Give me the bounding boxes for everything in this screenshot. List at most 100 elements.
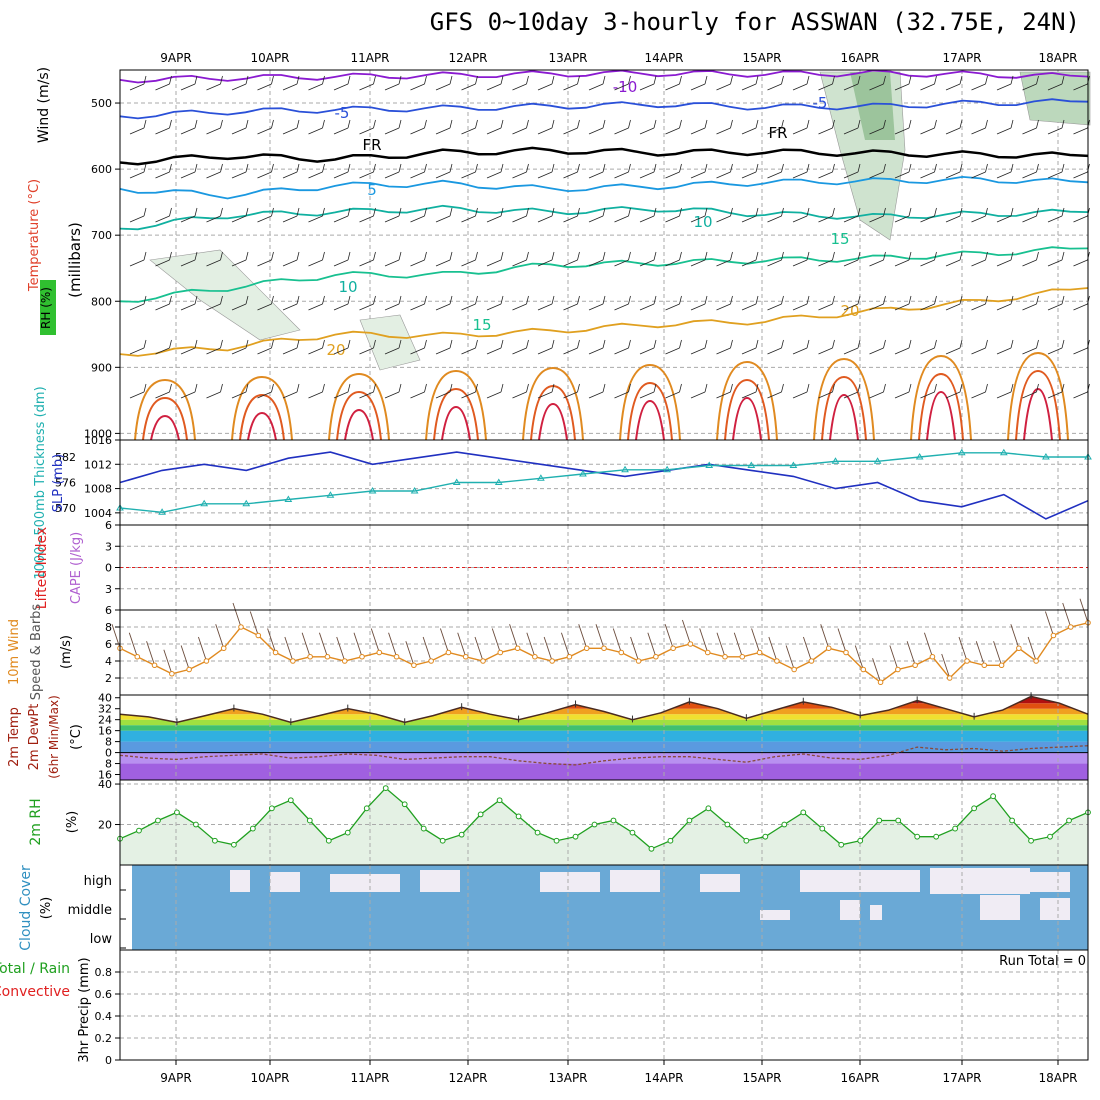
wind-barb	[716, 171, 731, 179]
wind-barb	[461, 83, 476, 91]
wind-barb	[435, 259, 451, 267]
wind-barb	[869, 303, 884, 311]
wind-barb	[347, 295, 351, 305]
wind-barb	[551, 383, 555, 393]
warm-contour	[1023, 387, 1053, 441]
wind-barb	[934, 75, 937, 85]
wind10m-barb	[889, 645, 899, 670]
wind-barb	[665, 215, 680, 223]
contour-label: -5	[335, 104, 350, 122]
wind-barb	[194, 339, 198, 349]
wind-barb	[475, 163, 478, 173]
wind-barb	[639, 259, 655, 267]
wind-barb	[959, 295, 963, 305]
wind-barb	[384, 347, 400, 355]
bottom-x-tick-label: 16APR	[840, 1071, 879, 1085]
wind-barb	[563, 303, 578, 311]
wind-barb	[143, 251, 147, 261]
wind-barb	[449, 251, 453, 261]
wind-barb	[410, 391, 425, 399]
wind-barb	[792, 259, 808, 267]
wind-barb	[296, 295, 300, 305]
wind-barb	[996, 303, 1012, 311]
top-x-tick-label: 15APR	[742, 51, 781, 65]
wind10m-marker	[220, 645, 227, 652]
contour-label: 20	[840, 302, 859, 320]
wind-barb	[869, 171, 884, 179]
wind-barb	[486, 303, 502, 311]
wind-barb	[602, 163, 606, 173]
top-x-tick-label: 11APR	[350, 51, 389, 65]
wind-barb	[245, 383, 249, 393]
wind10m-barb	[941, 653, 951, 679]
rh2m-marker	[667, 837, 674, 844]
warm-contour	[142, 396, 188, 441]
wind-barb	[322, 75, 325, 85]
wind10m-marker	[514, 645, 521, 652]
thickness-marker	[705, 461, 714, 468]
wind-barb	[282, 347, 298, 355]
wind-barb	[180, 303, 196, 311]
wind-barb	[628, 207, 631, 217]
wind-barb	[945, 83, 961, 91]
wind-barb	[1061, 75, 1065, 85]
wind-barb	[894, 83, 910, 91]
wind-barb	[996, 171, 1012, 179]
li-tick-label: 3	[105, 583, 112, 596]
pressure-tick-label: 700	[91, 229, 112, 242]
isotherm-line	[119, 246, 1089, 303]
minmax-axis-label: (6hr Min/Max)	[47, 695, 61, 779]
wind-barb	[231, 171, 247, 179]
wind-barb	[257, 171, 272, 179]
wind-barb	[308, 171, 323, 179]
wind-barb	[985, 207, 988, 217]
wind-barb	[282, 391, 298, 399]
wind-barb	[1010, 207, 1014, 217]
wind-barb	[1036, 383, 1039, 393]
wind-barb	[679, 207, 682, 217]
rh2m-marker	[952, 825, 959, 832]
wind-barb	[716, 83, 731, 91]
temperature-band	[120, 763, 1088, 780]
wind-barb	[971, 391, 986, 399]
wind-barb	[959, 119, 963, 129]
wind-barb	[563, 127, 578, 135]
wind-barb	[704, 295, 708, 305]
dewpoint-line	[119, 745, 1089, 766]
wind-barb	[857, 207, 861, 217]
rh2m-marker	[268, 805, 275, 812]
thickness-marker	[873, 457, 882, 464]
wind-barb	[806, 207, 810, 217]
rh2m-marker	[1047, 833, 1053, 840]
wind10m-barb	[682, 619, 691, 645]
wind10m-barb	[301, 632, 311, 657]
wind-barb	[475, 339, 478, 349]
wind-barb	[730, 207, 733, 217]
wind10m-marker	[653, 653, 659, 660]
rh2m-marker	[838, 841, 845, 848]
wind-barb	[169, 295, 172, 305]
wind-barb	[526, 207, 529, 217]
wind-barb	[512, 347, 527, 355]
warm-contour	[910, 354, 972, 441]
wind-barb	[296, 339, 300, 349]
wind10m-barb	[1062, 602, 1072, 628]
wind-barb	[398, 383, 402, 393]
wind-barb	[767, 127, 782, 135]
thickness-marker	[621, 465, 629, 473]
wind-barb	[500, 75, 504, 85]
wind10m-barb	[993, 641, 1002, 666]
wind-barb	[155, 171, 170, 179]
wind-barb	[971, 171, 986, 179]
wind-barb	[755, 251, 759, 261]
wind-barb	[1036, 295, 1039, 305]
wind-barb	[359, 127, 374, 135]
wind-barb	[741, 83, 757, 91]
warm-contour	[150, 414, 180, 441]
wind-barb	[220, 251, 223, 261]
wind-barb	[653, 207, 657, 217]
wind10m-marker	[480, 658, 486, 664]
slp-tick-label: 1016	[84, 434, 112, 447]
wind-barb	[602, 207, 606, 217]
